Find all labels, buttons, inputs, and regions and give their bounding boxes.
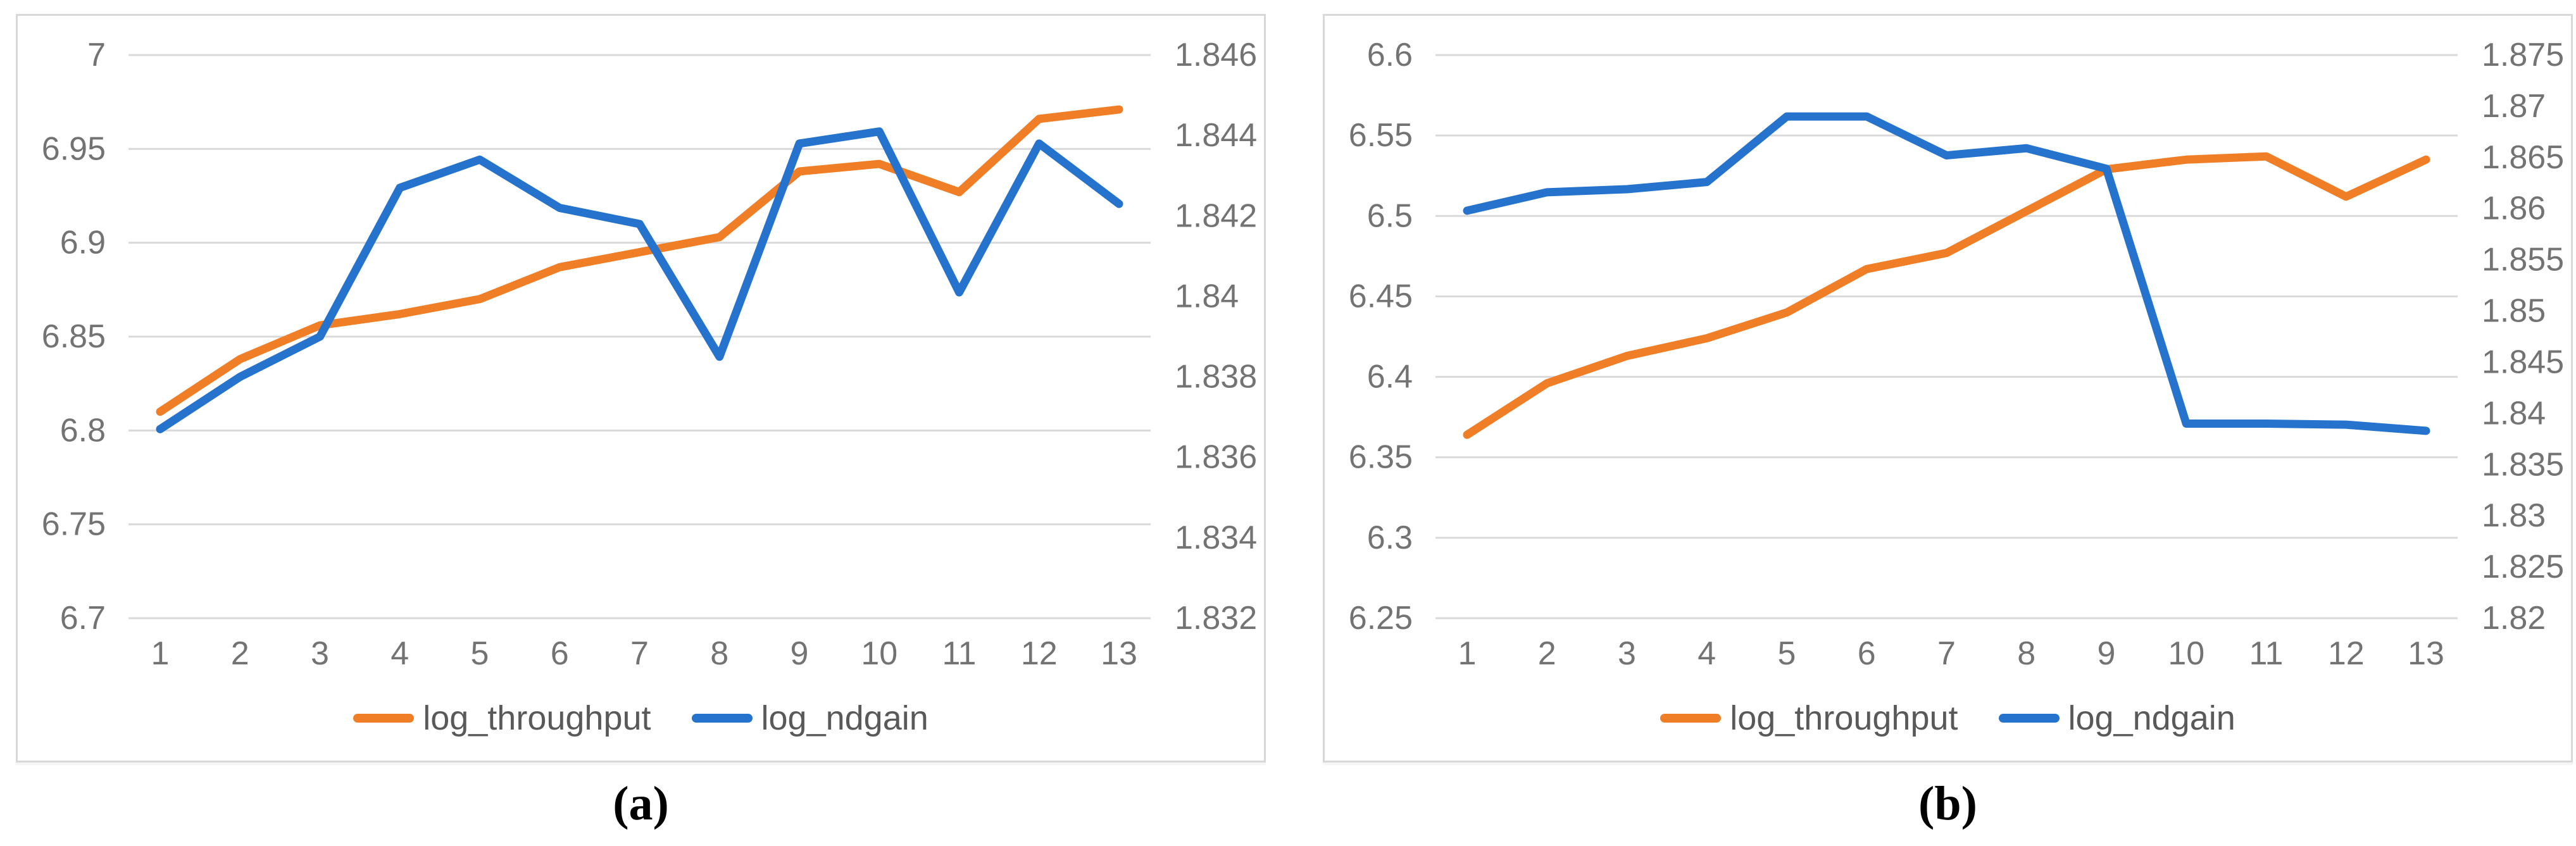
chart-panel-a: 7 6.95 6.9 6.85 6.8 6.75 6.7 1.846 1.844 1.842 1.8…	[16, 14, 1266, 762]
svg-text:1.844: 1.844	[1175, 117, 1257, 154]
svg-text:5: 5	[471, 635, 489, 672]
svg-text:6.5: 6.5	[1367, 197, 1413, 234]
svg-text:5: 5	[1778, 635, 1796, 672]
svg-text:1: 1	[1458, 635, 1477, 672]
legend-swatch-ndgain-icon	[691, 714, 753, 723]
svg-text:1.842: 1.842	[1175, 197, 1257, 234]
legend-swatch-ndgain-icon	[1998, 714, 2060, 723]
svg-text:6.4: 6.4	[1367, 359, 1413, 395]
svg-text:6: 6	[1858, 635, 1876, 672]
svg-text:1.82: 1.82	[2482, 600, 2546, 637]
svg-text:12: 12	[1021, 635, 1058, 672]
svg-text:8: 8	[710, 635, 728, 672]
svg-text:8: 8	[2017, 635, 2035, 672]
legend-swatch-throughput-icon	[353, 714, 415, 723]
svg-text:7: 7	[87, 37, 106, 73]
svg-text:1.836: 1.836	[1175, 439, 1257, 476]
legend-swatch-throughput-icon	[1660, 714, 1722, 723]
svg-text:9: 9	[2098, 635, 2116, 672]
right-axis-ticks: 1.846 1.844 1.842 1.84 1.838 1.836 1.834 1.832	[1175, 37, 1257, 637]
series-line-log_throughput	[156, 105, 1123, 416]
right-axis-ticks: 1.875 1.87 1.865 1.86 1.855 1.85 1.845 1.84 1.83…	[2482, 37, 2564, 637]
svg-text:6.75: 6.75	[42, 506, 106, 543]
gridlines	[128, 54, 1151, 619]
legend-a: log_throughput log_ndgain	[18, 701, 1264, 735]
svg-text:1.87: 1.87	[2482, 88, 2546, 125]
svg-text:1.86: 1.86	[2482, 190, 2546, 227]
svg-text:13: 13	[2408, 635, 2444, 672]
svg-text:1.835: 1.835	[2482, 446, 2564, 483]
svg-text:12: 12	[2328, 635, 2365, 672]
svg-text:7: 7	[630, 635, 649, 672]
svg-text:1.84: 1.84	[1175, 278, 1239, 314]
svg-text:1.84: 1.84	[2482, 395, 2546, 432]
svg-text:6.55: 6.55	[1349, 117, 1413, 154]
svg-text:3: 3	[311, 635, 329, 672]
legend-label-throughput: log_throughput	[1730, 699, 1958, 737]
svg-text:6.8: 6.8	[60, 412, 106, 449]
left-axis-ticks: 7 6.95 6.9 6.85 6.8 6.75 6.7	[42, 37, 106, 637]
svg-text:6.9: 6.9	[60, 225, 106, 261]
svg-text:2: 2	[1538, 635, 1556, 672]
svg-text:1.83: 1.83	[2482, 497, 2546, 534]
svg-text:6: 6	[551, 635, 569, 672]
series-line-log_ndgain	[156, 127, 1123, 433]
svg-text:1.832: 1.832	[1175, 600, 1257, 637]
legend-label-ndgain: log_ndgain	[761, 699, 928, 737]
svg-text:6.6: 6.6	[1367, 37, 1413, 73]
svg-text:9: 9	[791, 635, 809, 672]
svg-text:6.95: 6.95	[42, 130, 106, 167]
svg-text:1.845: 1.845	[2482, 344, 2564, 380]
chart-panel-b: 6.6 6.55 6.5 6.45 6.4 6.35 6.3 6.25 1.875 1.87 1.8…	[1323, 14, 2573, 762]
panel-caption-a: (a)	[613, 777, 669, 830]
svg-text:6.35: 6.35	[1349, 439, 1413, 476]
x-axis-ticks: 1 2 3 4 5 6 7 8 9 10 11 12 13	[1458, 635, 2444, 672]
panel-caption-b: (b)	[1918, 777, 1977, 830]
svg-text:1.855: 1.855	[2482, 242, 2564, 278]
legend-item-throughput: log_throughput	[1660, 701, 1958, 735]
svg-text:10: 10	[2168, 635, 2204, 672]
legend-item-throughput: log_throughput	[353, 701, 651, 735]
line-chart-a: 76.956.96.856.86.756.71.8461.8441.8421.8…	[42, 37, 1257, 672]
svg-text:1.865: 1.865	[2482, 139, 2564, 176]
svg-text:7: 7	[1937, 635, 1956, 672]
svg-text:11: 11	[942, 635, 977, 672]
legend-label-throughput: log_throughput	[423, 699, 651, 737]
svg-text:6.3: 6.3	[1367, 519, 1413, 556]
svg-text:1.838: 1.838	[1175, 359, 1257, 395]
legend-item-ndgain: log_ndgain	[1998, 699, 2235, 737]
legend-item-ndgain: log_ndgain	[691, 699, 928, 737]
svg-text:6.7: 6.7	[60, 600, 106, 637]
svg-text:1.875: 1.875	[2482, 37, 2564, 73]
svg-text:10: 10	[861, 635, 897, 672]
x-axis-ticks: 1 2 3 4 5 6 7 8 9 10 11 12 13	[151, 635, 1137, 672]
svg-text:1: 1	[151, 635, 170, 672]
series-line-log_ndgain	[1463, 112, 2430, 435]
svg-text:1.834: 1.834	[1175, 519, 1257, 556]
svg-text:4: 4	[391, 635, 409, 672]
svg-text:6.25: 6.25	[1349, 600, 1413, 637]
gridlines	[1435, 54, 2458, 619]
svg-text:6.85: 6.85	[42, 318, 106, 355]
left-axis-ticks: 6.6 6.55 6.5 6.45 6.4 6.35 6.3 6.25	[1349, 37, 1413, 637]
series-line-log_throughput	[1463, 152, 2430, 439]
svg-text:2: 2	[231, 635, 249, 672]
legend-label-ndgain: log_ndgain	[2068, 699, 2235, 737]
legend-b: log_throughput log_ndgain	[1325, 701, 2571, 735]
line-chart-b: 6.66.556.56.456.46.356.36.251.8751.871.8…	[1349, 37, 2564, 672]
svg-text:4: 4	[1698, 635, 1716, 672]
svg-text:6.45: 6.45	[1349, 278, 1413, 314]
svg-text:13: 13	[1101, 635, 1137, 672]
svg-text:1.846: 1.846	[1175, 37, 1257, 73]
svg-text:1.825: 1.825	[2482, 549, 2564, 585]
svg-text:3: 3	[1618, 635, 1636, 672]
svg-text:1.85: 1.85	[2482, 293, 2546, 330]
svg-text:11: 11	[2249, 635, 2284, 672]
